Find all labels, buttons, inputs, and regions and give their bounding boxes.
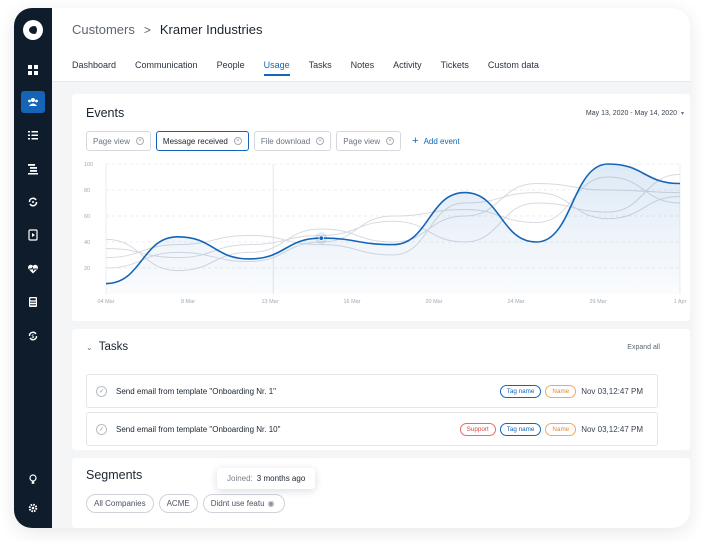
breadcrumb-parent[interactable]: Customers — [72, 22, 135, 37]
y-tick-label: 60 — [84, 214, 90, 220]
tab-custom-data[interactable]: Custom data — [487, 60, 539, 70]
event-filter-chips: Page view ✕ Message received ✕ File downlo… — [86, 131, 460, 151]
sync-cycle-icon[interactable] — [21, 191, 45, 213]
segment-tooltip: Joined: 3 months ago — [217, 468, 316, 489]
lightbulb-icon[interactable] — [21, 468, 45, 490]
remove-chip-icon[interactable]: ✕ — [316, 137, 325, 145]
y-tick-label: 80 — [84, 188, 90, 194]
events-card: Events May 13, 2020 - May 14, 2020 ▾ Page… — [72, 94, 690, 321]
app-window: $ Customers > Kramer Industries Dashboar… — [14, 8, 690, 528]
play-document-icon[interactable] — [21, 224, 45, 246]
tasks-title: Tasks — [98, 341, 129, 353]
page-header: Customers > Kramer Industries Dashboard … — [52, 8, 690, 82]
remove-chip-icon[interactable]: ✕ — [135, 137, 144, 145]
event-chip-label: Page view — [93, 136, 130, 146]
data-point — [318, 235, 324, 241]
add-event-label: Add event — [423, 136, 460, 146]
segment-chips: All Companies ACME Didnt use featu ◉ — [86, 494, 285, 513]
tag-badge: Name — [545, 422, 577, 436]
check-circle-icon[interactable]: ✓ — [96, 423, 107, 435]
caret-down-icon: ▾ — [680, 111, 684, 117]
segment-chip[interactable]: ACME — [158, 494, 198, 513]
task-row[interactable]: ✓ Send email from template "Onboarding N… — [86, 374, 658, 408]
eye-icon[interactable]: ◉ — [267, 499, 275, 508]
event-chip[interactable]: File download ✕ — [253, 131, 332, 151]
tab-tickets[interactable]: Tickets — [440, 60, 469, 70]
app-logo[interactable] — [23, 20, 43, 40]
task-timestamp: Nov 03,12:47 PM — [581, 424, 643, 434]
task-row[interactable]: ✓ Send email from template "Onboarding N… — [86, 412, 658, 446]
breadcrumb-separator-icon: > — [143, 22, 151, 37]
tasks-card: ⌄ Tasks Expand all ✓ Send email from tem… — [72, 329, 690, 450]
tab-people[interactable]: People — [216, 60, 245, 70]
refresh-money-icon[interactable]: $ — [21, 325, 45, 347]
tag-badge: Tag name — [499, 422, 542, 436]
segments-title: Segments — [86, 468, 143, 482]
segment-chip-label: Didnt use featu — [210, 499, 265, 508]
event-chip[interactable]: Page view ✕ — [86, 131, 151, 151]
task-timestamp: Nov 03,12:47 PM — [581, 386, 643, 396]
calculator-icon[interactable] — [21, 291, 45, 313]
check-circle-icon[interactable]: ✓ — [96, 385, 107, 397]
plus-icon: + — [412, 134, 419, 147]
tab-bar: Dashboard Communication People Usage Tas… — [72, 60, 558, 76]
svg-text:$: $ — [31, 334, 34, 340]
breadcrumb: Customers > Kramer Industries — [72, 22, 262, 37]
x-tick-label: 8 Mar — [181, 299, 195, 305]
y-tick-label: 40 — [84, 240, 90, 246]
tab-communication[interactable]: Communication — [135, 60, 198, 70]
tooltip-label: Joined: — [227, 474, 253, 483]
customers-group-icon[interactable] — [21, 91, 45, 113]
settings-gear-icon[interactable] — [21, 497, 45, 519]
tab-notes[interactable]: Notes — [350, 60, 375, 70]
expand-all-button[interactable]: Expand all — [627, 344, 660, 351]
y-tick-label: 20 — [84, 266, 90, 272]
tab-tasks[interactable]: Tasks — [308, 60, 332, 70]
tab-dashboard[interactable]: Dashboard — [72, 60, 117, 70]
tag-badge: Support — [459, 422, 496, 436]
event-chip[interactable]: Message received ✕ — [155, 131, 249, 151]
event-chip[interactable]: Page view ✕ — [336, 131, 402, 151]
series-area — [106, 164, 680, 294]
checklist-icon[interactable] — [21, 124, 45, 146]
tasks-header[interactable]: ⌄ Tasks — [86, 341, 128, 353]
sidebar: $ — [14, 8, 52, 528]
segment-chip[interactable]: Didnt use featu ◉ — [202, 494, 285, 513]
heart-pulse-icon[interactable] — [21, 258, 45, 280]
dashboard-grid-icon[interactable] — [21, 59, 45, 81]
tab-usage[interactable]: Usage — [263, 60, 290, 76]
task-name: Send email from template "Onboarding Nr.… — [116, 386, 276, 396]
add-event-button[interactable]: + Add event — [412, 134, 460, 147]
events-line-chart: 20 40 60 80 100 04 Mar 8 Mar 13 Mar 16 Mar 20 Mar… — [84, 162, 687, 305]
tag-badge: Name — [545, 384, 577, 398]
x-tick-label: 1 Apr — [674, 299, 687, 305]
x-tick-label: 29 Mar — [589, 299, 606, 305]
event-chip-label: Page view — [343, 136, 381, 146]
breadcrumb-current: Kramer Industries — [159, 22, 263, 37]
event-chip-label: Message received — [162, 136, 228, 146]
y-tick-label: 100 — [84, 162, 93, 168]
x-tick-label: 20 Mar — [425, 299, 442, 305]
x-tick-label: 24 Mar — [507, 299, 524, 305]
tooltip-value: 3 months ago — [256, 474, 306, 483]
tag-badge: Tag name — [499, 384, 542, 398]
remove-chip-icon[interactable]: ✕ — [233, 137, 242, 145]
main-area: Customers > Kramer Industries Dashboard … — [52, 8, 690, 528]
remove-chip-icon[interactable]: ✕ — [386, 137, 395, 145]
date-range-value: May 13, 2020 - May 14, 2020 — [585, 110, 677, 117]
event-chip-label: File download — [260, 136, 311, 146]
date-range-picker[interactable]: May 13, 2020 - May 14, 2020 ▾ — [586, 110, 684, 117]
x-tick-label: 13 Mar — [261, 299, 278, 305]
hierarchy-list-icon[interactable] — [21, 158, 45, 180]
tab-activity[interactable]: Activity — [393, 60, 422, 70]
task-name: Send email from template "Onboarding Nr.… — [116, 424, 281, 434]
segments-card: Segments All Companies ACME Didnt use fe… — [72, 458, 690, 528]
x-tick-label: 04 Mar — [97, 299, 114, 305]
segment-chip[interactable]: All Companies — [86, 494, 154, 513]
chevron-down-icon: ⌄ — [86, 342, 93, 352]
series-line-highlighted — [105, 163, 681, 285]
x-tick-label: 16 Mar — [343, 299, 360, 305]
events-title: Events — [86, 106, 125, 120]
